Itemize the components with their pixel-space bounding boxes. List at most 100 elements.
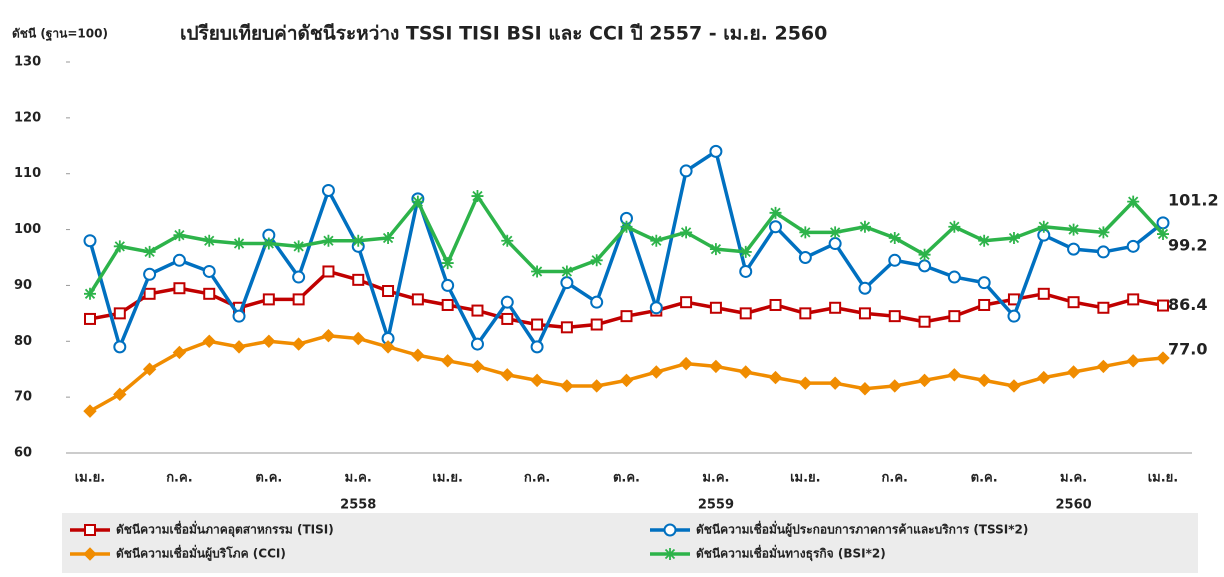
legend-label: ดัชนีความเชื่อมั่นผู้บริโภค (CCI)	[116, 545, 286, 562]
marker	[1066, 365, 1081, 379]
marker	[1007, 231, 1020, 244]
value-label: 99.2	[1168, 236, 1207, 255]
marker	[1007, 379, 1021, 393]
marker	[1037, 220, 1050, 233]
legend-marker	[664, 548, 676, 560]
marker	[172, 345, 187, 360]
marker	[1157, 299, 1169, 312]
year-label: 2558	[340, 498, 376, 513]
marker	[113, 307, 126, 320]
marker	[322, 265, 335, 278]
marker	[709, 301, 722, 314]
marker	[411, 293, 424, 306]
marker	[262, 237, 275, 250]
legend-label: ดัชนีความเชื่อมั่นภาคอุตสาหกรรม (TISI)	[116, 521, 334, 538]
marker	[351, 331, 365, 346]
marker	[172, 253, 186, 267]
marker	[560, 276, 574, 290]
marker	[918, 259, 932, 273]
marker	[1156, 351, 1170, 365]
marker	[500, 295, 514, 309]
y-tick-label: 80	[14, 334, 32, 349]
marker	[828, 376, 842, 390]
marker	[620, 220, 633, 233]
marker	[619, 373, 634, 388]
y-tick-label: 70	[14, 390, 32, 405]
marker	[84, 287, 96, 300]
marker	[232, 340, 246, 354]
legend-marker	[663, 523, 677, 537]
marker	[620, 310, 633, 323]
marker	[739, 307, 752, 320]
marker	[352, 234, 365, 247]
marker	[501, 234, 514, 247]
chart-title: เปรียบเทียบค่าดัชนีระหว่าง TSSI TISI BSI…	[180, 23, 827, 45]
marker	[352, 273, 365, 286]
x-tick-label: เม.ย.	[790, 471, 821, 486]
marker	[769, 206, 782, 219]
marker	[262, 293, 275, 306]
marker	[382, 285, 395, 298]
marker	[411, 195, 424, 208]
marker	[202, 334, 216, 348]
marker	[977, 373, 991, 388]
marker	[470, 359, 485, 374]
marker	[84, 312, 96, 325]
marker	[799, 307, 812, 320]
marker	[680, 296, 693, 309]
y-axis-label: ดัชนี (ฐาน=100)	[12, 27, 108, 42]
marker	[292, 240, 305, 253]
marker	[143, 287, 156, 300]
marker	[292, 293, 305, 306]
x-tick-label: ก.ค.	[524, 471, 550, 486]
marker	[1156, 216, 1170, 230]
marker	[1096, 245, 1110, 259]
marker	[948, 220, 961, 233]
marker	[321, 328, 336, 343]
marker	[650, 234, 663, 247]
legend-label: ดัชนีความเชื่อมั่นทางธุรกิจ (BSI*2)	[696, 545, 886, 562]
marker	[828, 237, 842, 251]
marker	[799, 226, 812, 239]
x-tick-label: ต.ค.	[971, 471, 998, 486]
marker	[679, 164, 693, 178]
marker	[1097, 226, 1110, 239]
marker	[978, 298, 991, 311]
marker	[113, 387, 127, 402]
marker	[769, 220, 783, 234]
marker	[829, 301, 842, 314]
marker	[142, 362, 157, 376]
marker	[113, 240, 126, 253]
series	[83, 328, 1170, 418]
marker	[531, 265, 544, 278]
marker	[291, 337, 306, 351]
y-tick-label: 120	[14, 110, 41, 125]
y-tick-label: 100	[14, 222, 41, 237]
series	[84, 190, 1169, 300]
marker	[649, 365, 664, 379]
marker	[858, 220, 871, 233]
marker	[739, 245, 752, 258]
marker	[262, 334, 276, 348]
marker	[1067, 223, 1080, 236]
marker	[679, 356, 693, 371]
y-tick-label: 60	[14, 446, 32, 461]
marker	[1126, 354, 1140, 368]
series	[83, 144, 1170, 354]
marker	[440, 354, 455, 368]
marker	[947, 368, 962, 382]
marker	[798, 251, 812, 264]
marker	[649, 301, 663, 315]
marker	[917, 373, 932, 388]
marker	[382, 231, 395, 244]
marker	[1067, 242, 1081, 256]
marker	[501, 312, 514, 325]
marker	[739, 264, 753, 278]
marker	[203, 287, 216, 300]
marker	[1157, 228, 1169, 241]
marker	[977, 276, 991, 290]
marker	[948, 310, 961, 323]
legend-marker	[83, 547, 97, 561]
marker	[1037, 287, 1050, 300]
